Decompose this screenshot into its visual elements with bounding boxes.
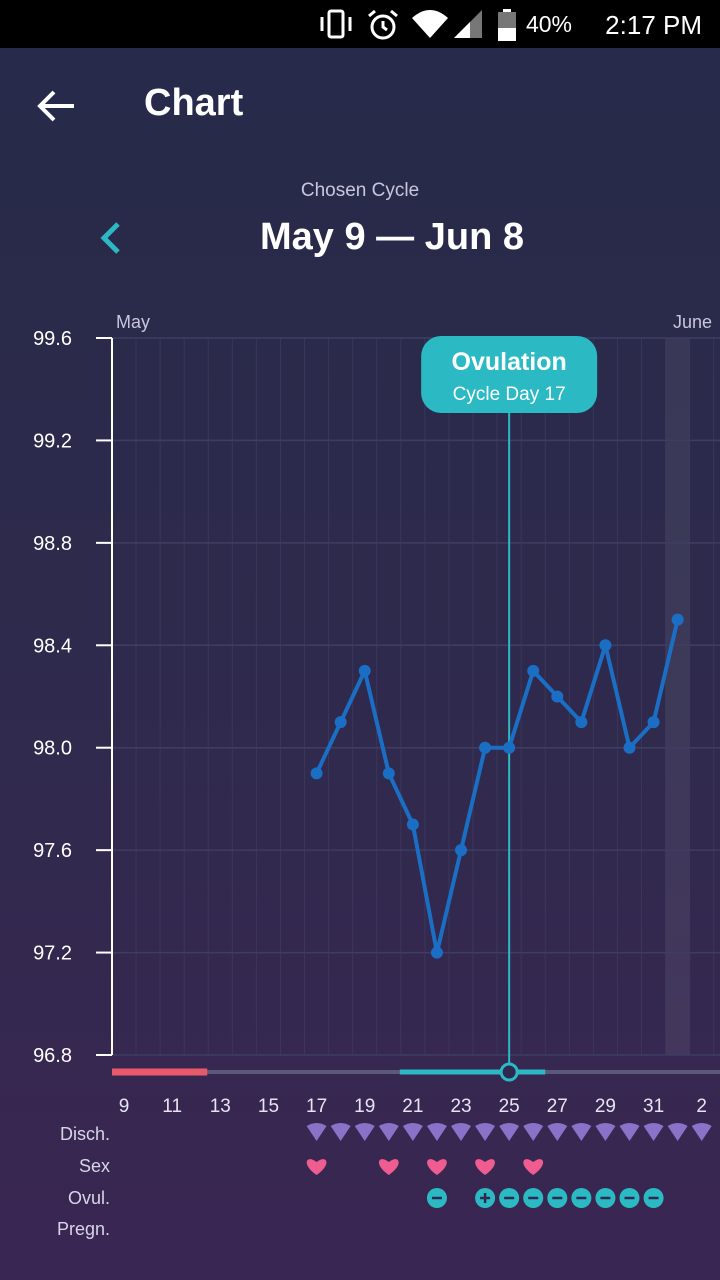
chosen-cycle-label: Chosen Cycle [300, 180, 420, 201]
x-tick-label: 19 [354, 1096, 375, 1117]
discharge-drop-icon [595, 1123, 616, 1141]
y-tick-label: 97.6 [33, 840, 72, 862]
discharge-drop-icon [499, 1123, 520, 1141]
heart-icon [427, 1159, 447, 1175]
temperature-point[interactable] [334, 716, 347, 729]
temperature-point[interactable] [599, 639, 612, 652]
temperature-point[interactable] [358, 664, 371, 677]
y-tick-label: 96.8 [33, 1045, 72, 1067]
x-tick-label: 13 [210, 1096, 231, 1117]
x-tick-label: 25 [499, 1096, 520, 1117]
calendar-label-ovulation: Ovul. [67, 1188, 110, 1208]
heart-icon [523, 1159, 544, 1175]
cycle-date-range: May 9 — Jun 8 [260, 216, 524, 258]
discharge-drop-icon [667, 1123, 688, 1141]
wifi-icon [412, 10, 448, 38]
heart-icon [378, 1159, 399, 1175]
discharge-drop-icon [475, 1123, 496, 1141]
discharge-drop-icon [643, 1123, 664, 1141]
status-bar: 40% 2:17 PM [0, 0, 720, 48]
discharge-drop-icon [619, 1123, 640, 1141]
x-tick-label: 29 [595, 1096, 616, 1117]
calendar-label-pregnancy: Pregn. [56, 1219, 110, 1239]
heart-icon [475, 1159, 495, 1175]
chevron-left-icon[interactable] [90, 216, 134, 260]
y-tick-label: 98.0 [33, 738, 72, 760]
x-tick-label: 31 [643, 1096, 664, 1117]
vibrate-icon [320, 9, 352, 39]
discharge-drop-icon [571, 1123, 592, 1141]
temperature-point[interactable] [310, 767, 323, 780]
y-tick-label: 98.4 [33, 635, 72, 657]
ovulation-title: Ovulation [452, 348, 567, 376]
temperature-point[interactable] [575, 716, 588, 729]
battery-icon [498, 9, 516, 41]
y-tick-label: 99.6 [33, 328, 72, 350]
back-arrow-icon[interactable] [34, 84, 78, 128]
y-tick-label: 99.2 [33, 430, 72, 452]
heart-icon [306, 1159, 327, 1175]
temperature-point[interactable] [503, 741, 516, 754]
temperature-point[interactable] [623, 741, 636, 754]
discharge-drop-icon [330, 1123, 351, 1141]
calendar-label-discharge: Disch. [59, 1124, 110, 1144]
ovulation-tooltip [421, 336, 598, 413]
discharge-drop-icon [402, 1123, 423, 1141]
month-label: May [116, 312, 150, 332]
discharge-drop-icon [451, 1123, 472, 1141]
ovulation-day-marker [499, 1062, 519, 1082]
discharge-drop-icon [691, 1123, 712, 1141]
discharge-drop-icon [354, 1123, 375, 1141]
x-tick-label: 23 [450, 1096, 471, 1117]
temperature-point[interactable] [527, 664, 540, 677]
temperature-point[interactable] [647, 716, 660, 729]
battery-percent: 40% [525, 11, 572, 37]
temperature-point[interactable] [551, 690, 564, 703]
x-tick-label: 11 [162, 1096, 182, 1117]
temperature-point[interactable] [455, 844, 468, 857]
x-tick-label: 9 [119, 1096, 130, 1117]
x-tick-label: 17 [306, 1096, 327, 1117]
temperature-point[interactable] [671, 613, 684, 626]
temperature-point[interactable] [406, 818, 419, 831]
discharge-drop-icon [306, 1123, 327, 1141]
y-tick-label: 98.8 [33, 533, 72, 555]
ovulation-cycle-day: Cycle Day 17 [453, 384, 566, 405]
temperature-series-line [314, 619, 680, 955]
x-tick-label: 15 [258, 1096, 279, 1117]
discharge-drop-icon [547, 1123, 568, 1141]
temperature-point[interactable] [479, 741, 492, 754]
app-bar: Chart [0, 48, 720, 160]
signal-icon [454, 10, 482, 38]
alarm-icon [368, 9, 398, 40]
clock: 2:17 PM [605, 10, 702, 40]
calendar-label-sex: Sex [78, 1156, 110, 1176]
x-tick-label: 2 [696, 1096, 707, 1117]
x-tick-label: 27 [547, 1096, 568, 1117]
discharge-drop-icon [378, 1123, 399, 1141]
discharge-drop-icon [523, 1123, 544, 1141]
x-tick-label: 21 [402, 1096, 423, 1117]
current-day-column [665, 338, 690, 1055]
y-tick-label: 97.2 [33, 943, 72, 965]
temperature-point[interactable] [382, 767, 395, 780]
temperature-point[interactable] [430, 946, 443, 959]
discharge-drop-icon [426, 1123, 447, 1141]
page-title: Chart [144, 82, 244, 124]
month-label: June [673, 312, 712, 332]
